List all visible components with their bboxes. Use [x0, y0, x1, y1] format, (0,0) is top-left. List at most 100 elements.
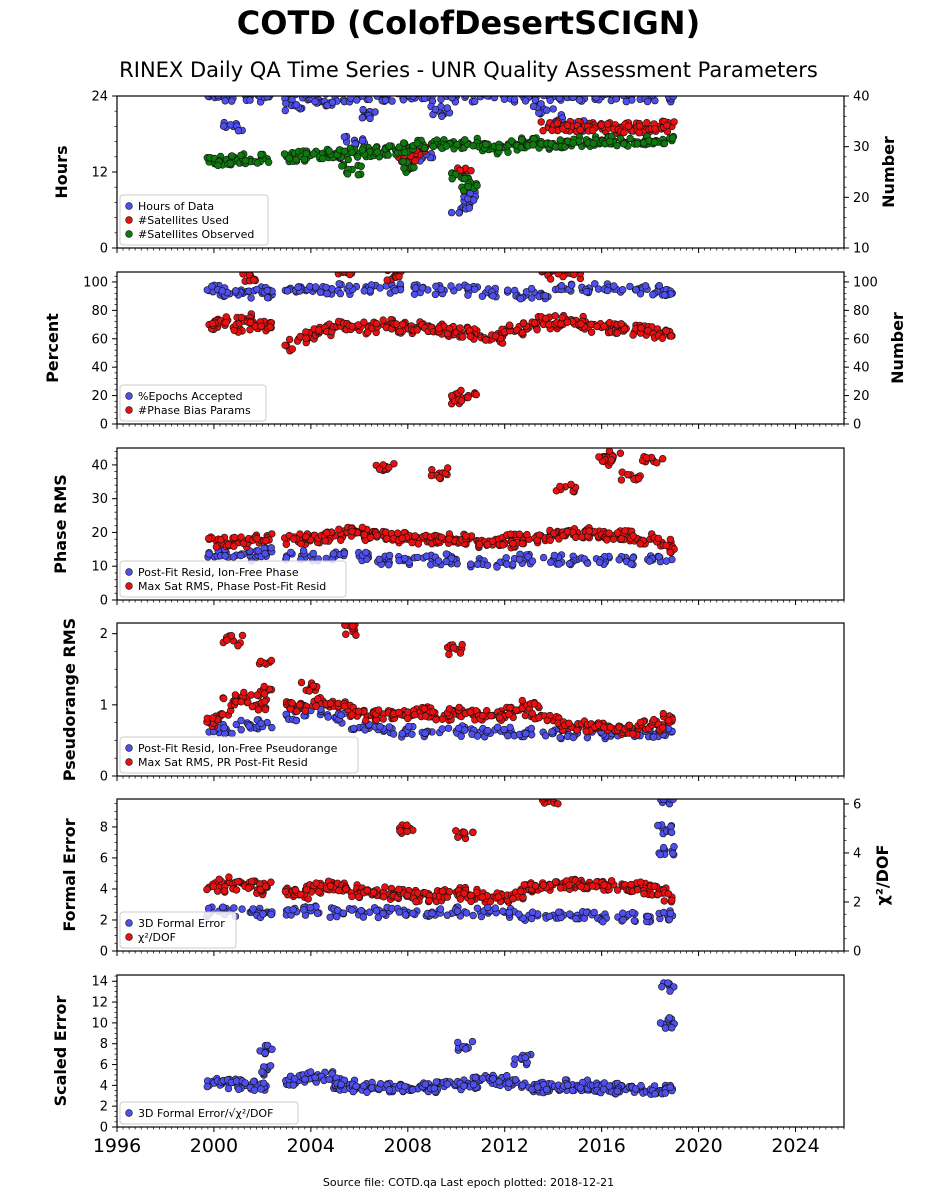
data-point: [473, 904, 482, 912]
data-point: [667, 332, 675, 340]
data-point: [358, 96, 367, 100]
data-point: [503, 1071, 511, 1080]
data-point: [355, 893, 363, 901]
data-point: [542, 96, 547, 97]
data-point: [341, 623, 349, 629]
data-point: [527, 731, 536, 739]
data-point: [300, 906, 308, 914]
data-point: [662, 541, 670, 550]
data-point: [555, 560, 563, 568]
y-axis-label: Formal Error: [60, 818, 79, 931]
data-point: [281, 106, 289, 115]
data-point: [576, 126, 584, 134]
data-point: [412, 897, 420, 906]
data-point: [464, 393, 472, 402]
data-point: [518, 1081, 527, 1090]
data-point: [458, 640, 466, 649]
data-point: [620, 128, 628, 137]
data-point: [506, 703, 514, 712]
y-tick-label: 2: [100, 913, 108, 928]
data-point: [237, 725, 245, 734]
data-point: [585, 527, 593, 535]
y-axis-label: Percent: [43, 313, 62, 383]
data-point: [345, 282, 353, 290]
data-point: [542, 314, 550, 323]
data-point: [613, 1087, 621, 1096]
data-point: [600, 881, 608, 889]
data-point: [588, 882, 597, 890]
data-point: [333, 906, 342, 914]
x-tick-label: 2024: [771, 1135, 819, 1157]
data-point: [500, 725, 508, 734]
data-point: [385, 561, 393, 569]
data-point: [629, 532, 637, 540]
panel-2: 0 20 40 60 80 100 Percent 0 20 40 60 80 100 Number %Ep…: [43, 264, 907, 433]
data-point: [507, 137, 516, 145]
data-point: [219, 903, 227, 911]
data-point: [554, 800, 562, 808]
data-point: [430, 1084, 438, 1093]
data-point: [338, 162, 346, 170]
legend: Hours of Data#Satellites Used#Satellites…: [119, 194, 269, 246]
data-point: [312, 283, 320, 291]
data-point: [636, 540, 644, 548]
data-point: [352, 1082, 360, 1090]
data-point: [462, 96, 470, 99]
data-point: [262, 882, 270, 890]
data-point: [408, 730, 416, 738]
data-point: [575, 96, 584, 104]
data-point: [659, 709, 667, 718]
data-point: [296, 701, 304, 709]
data-point: [530, 700, 539, 708]
data-point: [203, 885, 211, 894]
data-point: [539, 553, 548, 562]
data-point: [363, 886, 371, 895]
data-point: [220, 724, 228, 732]
data-point: [476, 96, 480, 97]
data-point: [668, 1024, 676, 1032]
data-point: [516, 887, 525, 895]
data-point: [221, 97, 229, 105]
data-point: [427, 89, 434, 96]
data-point: [531, 882, 540, 890]
legend-label: 3D Formal Error: [138, 917, 225, 930]
data-point: [348, 906, 356, 914]
data-point: [632, 286, 640, 294]
data-point: [666, 535, 675, 544]
data-point: [411, 532, 419, 540]
data-point: [228, 152, 236, 160]
y-tick-label: 80: [91, 304, 108, 319]
data-point: [582, 727, 590, 736]
data-point: [403, 821, 411, 829]
data-point: [232, 287, 240, 295]
data-point: [479, 1074, 487, 1083]
figure-title: COTD (ColofDesertSCIGN): [236, 4, 701, 42]
data-point: [505, 908, 513, 917]
data-point: [395, 908, 403, 916]
y-tick-label: 0: [100, 1121, 108, 1136]
data-point: [220, 887, 229, 895]
data-point: [220, 694, 228, 703]
data-point: [334, 264, 341, 271]
data-point: [281, 887, 290, 896]
legend-label: Post-Fit Resid, Ion-Free Phase: [138, 566, 299, 579]
data-point: [468, 1037, 477, 1046]
data-point: [230, 542, 238, 550]
data-point: [291, 886, 300, 894]
data-point: [360, 287, 368, 295]
data-point: [462, 532, 470, 540]
data-point: [589, 126, 597, 135]
data-point: [237, 151, 245, 160]
data-point: [302, 885, 311, 894]
data-point: [395, 708, 403, 717]
y-tick-label: 20: [91, 526, 108, 541]
data-point: [403, 891, 412, 900]
data-point: [410, 163, 418, 172]
data-point: [321, 537, 329, 545]
legend-label: Post-Fit Resid, Ion-Free Pseudorange: [138, 742, 338, 755]
data-point: [539, 126, 547, 135]
data-point: [606, 723, 615, 731]
legend-marker: [125, 230, 133, 238]
data-point: [388, 97, 396, 105]
